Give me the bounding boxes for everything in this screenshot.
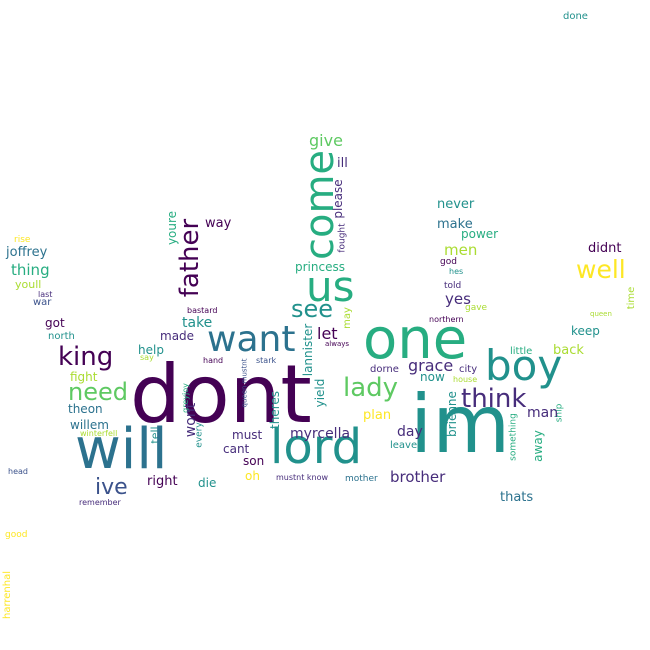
word-lannister: lannister (301, 323, 315, 377)
word-may: may (342, 307, 353, 329)
word-ive: ive (95, 475, 128, 500)
word-joffrey: joffrey (6, 245, 48, 260)
word-city: city (459, 364, 478, 375)
word-always: always (325, 340, 350, 348)
word-back: back (553, 343, 584, 358)
word-away: away (531, 430, 545, 462)
word-now: now (420, 370, 445, 384)
word-day: day (397, 424, 423, 440)
word-lady: lady (343, 373, 399, 403)
word-im: im (410, 378, 511, 471)
word-ill: ill (337, 156, 348, 171)
word-good: good (5, 530, 28, 540)
word-got: got (45, 316, 65, 330)
word-want: want (207, 319, 296, 360)
word-leave: leave (390, 440, 418, 451)
word-bastard: bastard (187, 306, 218, 315)
word-theon: theon (68, 402, 103, 416)
word-us: us (306, 262, 355, 311)
word-hand: hand (203, 356, 224, 365)
word-northern: northern (429, 315, 464, 324)
word-didnt: didnt (588, 241, 622, 256)
word-boy: boy (485, 341, 563, 390)
word-fought: fought (337, 223, 348, 253)
word-remember: remember (79, 498, 121, 507)
word-cant: cant (223, 442, 250, 456)
word-keep: keep (571, 324, 600, 338)
word-one: one (363, 307, 468, 372)
word-stark: stark (256, 356, 277, 365)
word-last: last (38, 290, 53, 299)
word-house: house (453, 375, 478, 384)
word-father: father (175, 218, 205, 298)
word-told: told (444, 281, 462, 291)
word-dorne: dorne (370, 364, 399, 375)
word-never: never (437, 197, 475, 212)
word-way: way (205, 216, 232, 231)
word-queen-mustnt: queen mustnt (240, 358, 249, 408)
word-theres: theres (268, 391, 282, 429)
word-thing: thing (11, 261, 50, 279)
word-little: little (510, 346, 533, 357)
word-let: let (317, 324, 338, 343)
word-king: king (58, 342, 114, 372)
word-something: something (508, 413, 519, 461)
word-grace: grace (408, 356, 454, 375)
word-queen: queen (590, 310, 612, 318)
word-please: please (331, 179, 345, 219)
word-north: north (48, 331, 75, 342)
word-think: think (461, 384, 527, 414)
word-power: power (461, 227, 499, 241)
word-willem: willem (70, 418, 109, 432)
word-mother: mother (345, 474, 378, 484)
word-lord: lord (270, 419, 363, 475)
word-yield: yield (313, 378, 327, 408)
word-right: right (147, 474, 178, 489)
word-give: give (309, 131, 343, 150)
word-mustnt-know: mustnt know (276, 473, 329, 482)
word-fight: fight (70, 370, 98, 384)
word-need: need (68, 378, 128, 406)
word-must: must (232, 428, 263, 442)
word-youll: youll (15, 278, 42, 291)
word-winterfell: winterfell (80, 429, 118, 438)
word-thats: thats (500, 490, 534, 505)
word-son: son (243, 454, 265, 468)
word-myrcella: myrcella (290, 426, 351, 442)
word-hes: hes (449, 267, 464, 276)
word-yes: yes (445, 290, 471, 308)
word-princess: princess (295, 260, 345, 274)
word-oh: oh (245, 469, 260, 483)
word-help: help (138, 343, 164, 357)
word-brienne: brienne (445, 391, 459, 437)
word-head: head (8, 467, 28, 476)
word-time: time (626, 286, 637, 310)
word-men: men (444, 241, 478, 259)
word-see: see (291, 295, 334, 323)
word-well: well (576, 255, 626, 284)
word-say: say (140, 353, 154, 362)
word-rise: rise (14, 235, 31, 245)
word-gave: gave (465, 303, 488, 313)
word-war: war (33, 297, 52, 308)
word-will: will (75, 417, 168, 482)
word-brother: brother (390, 468, 446, 486)
word-dont: dont (130, 348, 312, 441)
word-made: made (160, 329, 195, 343)
word-take: take (182, 315, 213, 331)
word-harrenhal: harrenhal (2, 570, 13, 620)
word-done: done (563, 11, 588, 22)
word-make: make (437, 217, 473, 232)
word-die: die (198, 476, 217, 490)
word-every: every (194, 422, 205, 448)
word-plan: plan (363, 408, 392, 423)
word-god: god (440, 257, 457, 267)
word-man: man (527, 405, 559, 421)
